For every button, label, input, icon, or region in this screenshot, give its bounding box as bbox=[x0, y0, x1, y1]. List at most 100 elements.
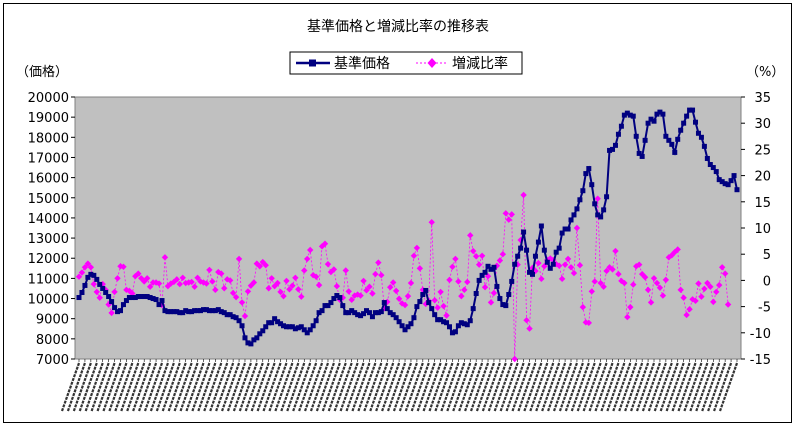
price-point bbox=[257, 331, 263, 337]
x-tick-label-glyph bbox=[671, 362, 691, 412]
x-tick-label-glyph bbox=[221, 362, 241, 412]
price-point bbox=[639, 153, 645, 159]
price-point bbox=[135, 294, 141, 300]
x-tick-label-glyph bbox=[262, 362, 282, 412]
x-tick-label-glyph bbox=[138, 362, 158, 412]
y-right-tick-label: 25 bbox=[754, 143, 771, 158]
ratio-point bbox=[541, 263, 548, 270]
price-point bbox=[298, 324, 304, 330]
price-point bbox=[200, 307, 206, 313]
price-point bbox=[417, 299, 423, 305]
price-point bbox=[180, 310, 186, 316]
price-point bbox=[266, 320, 272, 326]
price-point bbox=[574, 206, 580, 212]
price-point bbox=[390, 312, 396, 318]
price-point bbox=[242, 335, 248, 341]
ratio-point bbox=[591, 278, 598, 285]
ratio-point bbox=[348, 296, 355, 303]
ratio-point bbox=[262, 262, 269, 269]
x-tick-label-glyph bbox=[618, 362, 638, 412]
price-point bbox=[693, 119, 699, 125]
price-point bbox=[589, 182, 595, 188]
ratio-point bbox=[552, 260, 560, 268]
ratio-point bbox=[108, 309, 115, 317]
ratio-point bbox=[662, 276, 670, 284]
price-point bbox=[289, 324, 295, 330]
price-point bbox=[215, 307, 221, 313]
price-point bbox=[366, 310, 372, 316]
price-point bbox=[482, 269, 488, 275]
ratio-point bbox=[298, 293, 305, 300]
price-point bbox=[441, 319, 447, 325]
y-right-tick-label: -15 bbox=[750, 353, 771, 368]
price-point bbox=[675, 136, 681, 142]
price-point bbox=[269, 320, 275, 326]
price-point bbox=[728, 178, 734, 184]
price-point bbox=[710, 165, 716, 171]
x-tick-label-glyph bbox=[452, 362, 472, 412]
ratio-point bbox=[564, 255, 572, 263]
price-point bbox=[494, 283, 500, 289]
ratio-point bbox=[609, 266, 616, 273]
x-tick-label-glyph bbox=[114, 362, 134, 412]
price-point bbox=[115, 309, 121, 315]
ratio-point bbox=[387, 284, 394, 291]
legend-marker-ratio bbox=[427, 58, 437, 68]
price-point bbox=[150, 296, 156, 302]
x-tick-label-glyph bbox=[351, 362, 371, 412]
price-point bbox=[227, 312, 233, 318]
price-point bbox=[464, 322, 470, 328]
price-point bbox=[361, 311, 367, 317]
ratio-point bbox=[612, 247, 619, 255]
x-tick-label-glyph bbox=[381, 362, 401, 412]
x-tick-label-glyph bbox=[244, 362, 264, 412]
price-point bbox=[405, 324, 411, 330]
price-point bbox=[449, 330, 455, 336]
y-left-tick-label: 12000 bbox=[28, 252, 69, 267]
price-point bbox=[509, 278, 515, 284]
ratio-point bbox=[555, 262, 563, 269]
ratio-point bbox=[295, 286, 302, 293]
x-tick-label-glyph bbox=[173, 362, 193, 412]
ratio-point bbox=[250, 279, 258, 286]
y-right-tick-labels: -15 -10 -5 0 5 10 15 20 25 30 35 bbox=[741, 91, 771, 368]
ratio-point bbox=[475, 261, 483, 268]
price-point bbox=[615, 131, 621, 137]
price-point bbox=[165, 309, 171, 315]
legend-marker-price bbox=[309, 59, 316, 67]
ratio-point bbox=[621, 279, 628, 287]
x-tick-label-glyph bbox=[434, 362, 454, 412]
ratio-point bbox=[87, 264, 95, 271]
x-tick-label-glyph bbox=[576, 362, 596, 412]
price-point bbox=[369, 314, 375, 320]
y-left-tick-labels: 7000 8000 9000 10000 11000 12000 13000 14000 150… bbox=[28, 91, 75, 368]
ratio-point bbox=[280, 292, 287, 300]
price-point bbox=[331, 296, 337, 302]
price-point bbox=[515, 253, 521, 259]
ratio-point bbox=[520, 191, 527, 199]
price-point bbox=[206, 308, 212, 314]
ratio-point bbox=[135, 270, 142, 277]
ratio-point bbox=[366, 283, 373, 290]
ratio-point bbox=[710, 298, 717, 306]
x-tick-label-glyph bbox=[72, 362, 92, 412]
x-tick-label-glyph bbox=[511, 362, 531, 412]
price-point bbox=[535, 239, 541, 245]
ratio-point bbox=[120, 263, 127, 270]
ratio-point bbox=[505, 216, 512, 223]
x-tick-label-glyph bbox=[339, 362, 359, 412]
x-tick-label-glyph bbox=[250, 362, 270, 412]
legend-label-ratio: 増減比率 bbox=[452, 55, 508, 72]
ratio-point bbox=[218, 270, 225, 277]
price-point bbox=[364, 308, 370, 314]
ratio-point bbox=[90, 280, 98, 288]
ratio-point bbox=[292, 274, 299, 281]
price-point bbox=[186, 309, 192, 315]
ratio-point bbox=[461, 286, 468, 294]
x-tick-label-glyph bbox=[594, 362, 614, 412]
ratio-point bbox=[96, 294, 103, 301]
ratio-point bbox=[395, 295, 403, 302]
ratio-point bbox=[318, 243, 326, 250]
x-tick-label-glyph bbox=[149, 362, 169, 412]
price-point bbox=[224, 312, 230, 318]
